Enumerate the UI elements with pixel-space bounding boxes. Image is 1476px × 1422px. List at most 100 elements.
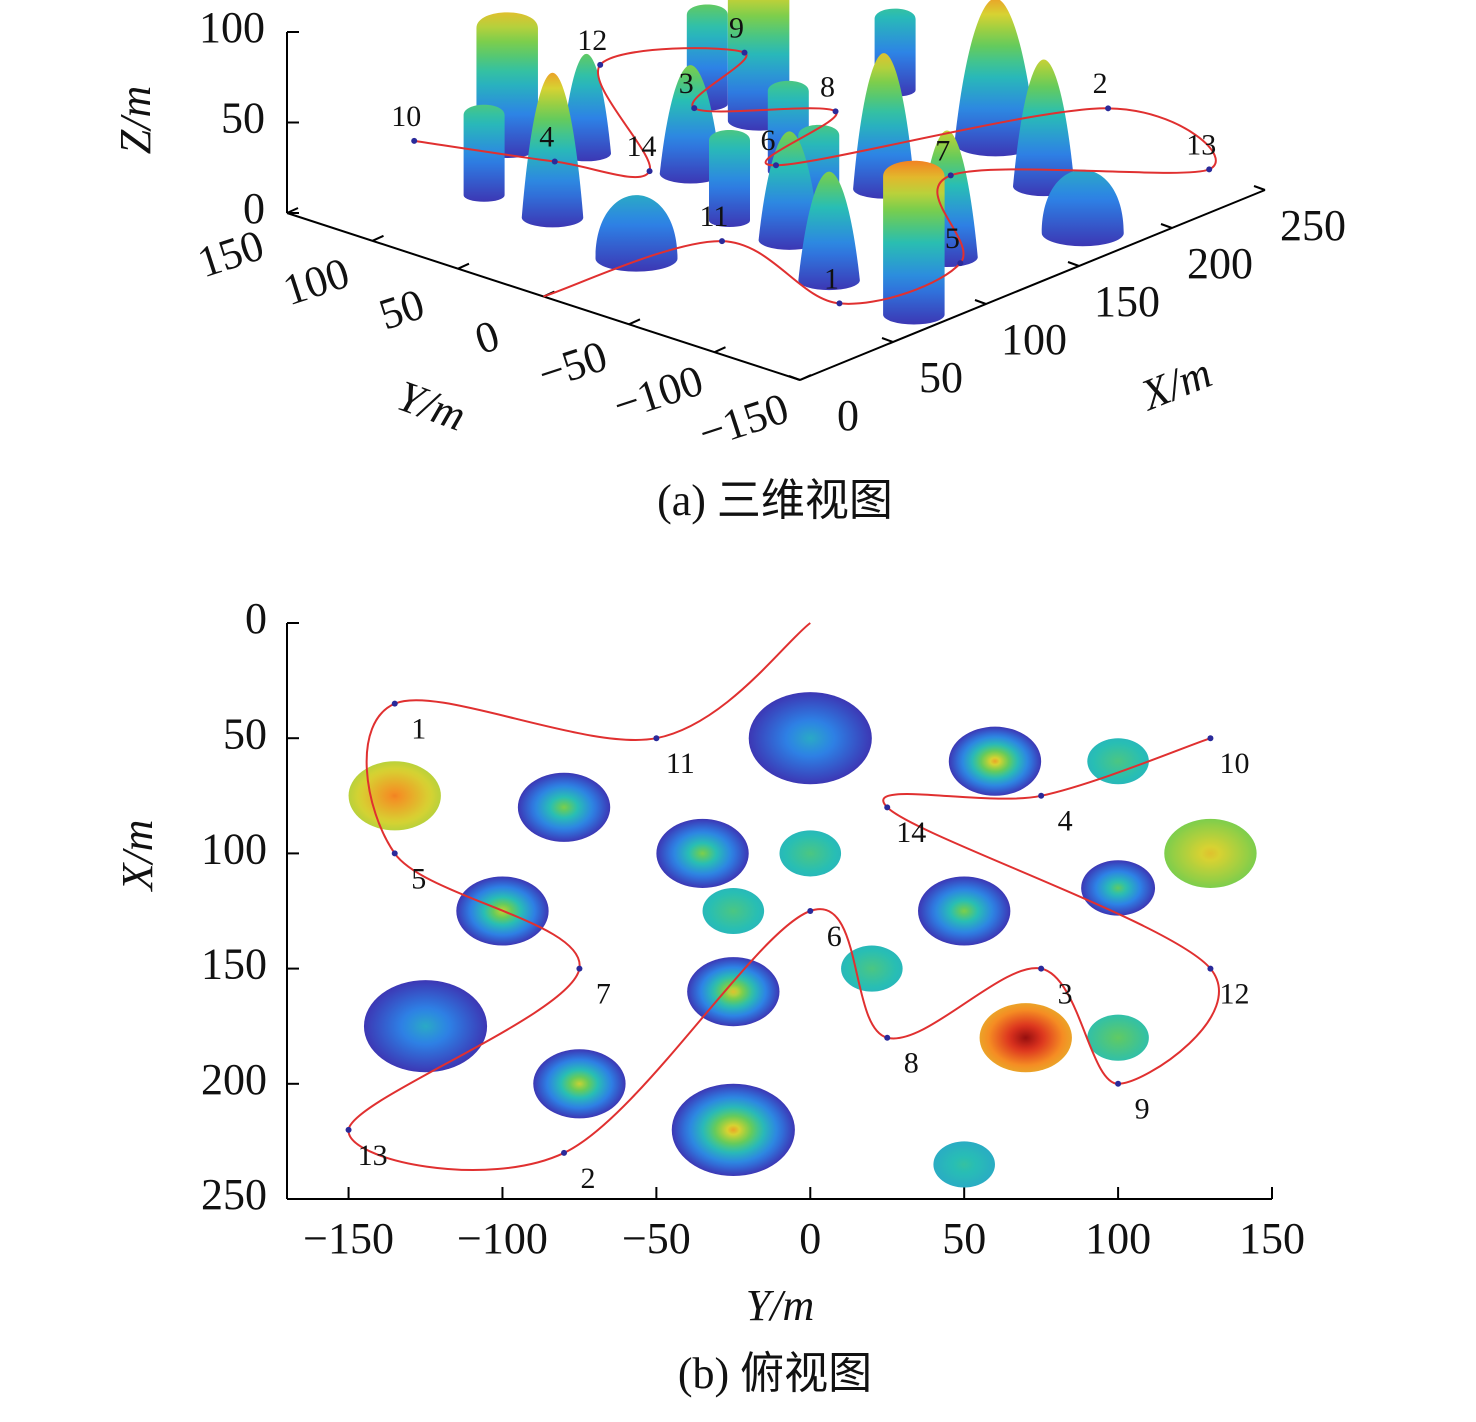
waypoint bbox=[947, 172, 954, 179]
waypoint bbox=[411, 137, 418, 144]
x-tick-label: 50 bbox=[942, 1214, 986, 1263]
waypoint bbox=[597, 61, 604, 68]
obstacle bbox=[933, 1141, 995, 1188]
x-tick-label: 100 bbox=[1001, 315, 1067, 364]
z-tick-label: 100 bbox=[199, 3, 265, 52]
x-tick-label: 200 bbox=[1187, 239, 1253, 288]
waypoint bbox=[773, 162, 779, 169]
waypoint-label: 5 bbox=[411, 862, 426, 895]
y-tick-label: 0 bbox=[245, 594, 267, 643]
waypoint bbox=[551, 158, 558, 165]
waypoint-label: 4 bbox=[539, 120, 554, 153]
obstacle bbox=[1164, 818, 1257, 888]
axis-line bbox=[799, 189, 1266, 381]
z-tick-label: 0 bbox=[243, 184, 265, 233]
waypoint-label: 3 bbox=[679, 67, 694, 100]
obstacle bbox=[595, 195, 678, 272]
waypoint-label: 1 bbox=[411, 713, 426, 746]
obstacle bbox=[979, 1003, 1072, 1073]
waypoint-label: 2 bbox=[1093, 67, 1108, 100]
y-tick-label: 100 bbox=[277, 248, 355, 315]
waypoint-label: 12 bbox=[577, 24, 607, 57]
tick-mark bbox=[457, 262, 470, 270]
waypoint bbox=[1105, 105, 1112, 112]
y-axis-label: X/m bbox=[113, 820, 162, 893]
x-tick-label: 150 bbox=[1239, 1214, 1305, 1263]
tick-mark bbox=[1160, 223, 1173, 229]
waypoint bbox=[957, 260, 964, 267]
y-tick-label: 150 bbox=[201, 940, 267, 989]
x-tick-label: 100 bbox=[1085, 1214, 1151, 1263]
waypoint bbox=[653, 735, 660, 742]
obstacle bbox=[798, 171, 860, 291]
obstacle bbox=[533, 1049, 626, 1119]
y-tick-label: 0 bbox=[469, 311, 505, 364]
waypoint-label: 9 bbox=[1135, 1093, 1150, 1126]
tick-mark bbox=[286, 207, 299, 214]
x-tick-label: −100 bbox=[457, 1214, 548, 1263]
waypoint-label: 8 bbox=[820, 70, 835, 103]
obstacle bbox=[363, 980, 488, 1073]
obstacle bbox=[702, 887, 765, 935]
x-tick-label: 0 bbox=[837, 391, 859, 440]
obstacle bbox=[1081, 860, 1156, 916]
x-axis-label: Y/m bbox=[746, 1281, 814, 1330]
x-tick-label: −150 bbox=[303, 1214, 394, 1263]
waypoint bbox=[832, 108, 839, 115]
x-axis-label: X/m bbox=[1132, 348, 1218, 421]
obstacle bbox=[671, 1083, 795, 1176]
waypoint-label: 12 bbox=[1219, 977, 1249, 1010]
waypoint bbox=[1206, 166, 1213, 173]
waypoint-label: 6 bbox=[761, 124, 776, 157]
tick-mark bbox=[628, 318, 641, 326]
waypoint-label: 9 bbox=[729, 12, 744, 45]
waypoint-label: 8 bbox=[904, 1047, 919, 1080]
obstacle bbox=[659, 65, 722, 184]
x-tick-label: −50 bbox=[622, 1214, 691, 1263]
obstacle bbox=[954, 0, 1037, 157]
waypoint-label: 11 bbox=[666, 747, 695, 780]
caption: (b) 俯视图 bbox=[678, 1349, 872, 1398]
route bbox=[347, 622, 1220, 1171]
obstacle bbox=[948, 726, 1042, 796]
obstacle bbox=[1041, 169, 1124, 247]
tick-mark bbox=[799, 374, 812, 381]
route bbox=[414, 47, 1217, 305]
waypoint bbox=[1207, 965, 1214, 972]
waypoint-label: 5 bbox=[945, 222, 960, 255]
x-tick-label: 50 bbox=[919, 353, 963, 402]
obstacle bbox=[853, 53, 915, 199]
obstacle bbox=[748, 692, 872, 785]
waypoint-label: 14 bbox=[896, 816, 926, 849]
obstacle bbox=[1087, 1014, 1149, 1061]
obstacle bbox=[883, 160, 945, 325]
obstacle bbox=[1087, 738, 1149, 785]
obstacle bbox=[521, 72, 584, 228]
waypoint-label: 13 bbox=[1186, 128, 1216, 161]
y-tick-label: 50 bbox=[223, 709, 267, 758]
tick-mark bbox=[1067, 261, 1080, 267]
z-axis-label: Z/m bbox=[111, 86, 160, 154]
y-axis-label: Y/m bbox=[391, 371, 472, 440]
waypoint bbox=[345, 1126, 352, 1133]
tick-mark bbox=[881, 337, 894, 343]
y-tick-label: 200 bbox=[201, 1055, 267, 1104]
y-tick-label: 250 bbox=[201, 1170, 267, 1219]
tick-mark bbox=[372, 234, 384, 242]
x-tick-label: 0 bbox=[799, 1214, 821, 1263]
waypoint bbox=[391, 850, 398, 857]
waypoint bbox=[561, 1149, 568, 1156]
waypoint bbox=[741, 49, 748, 56]
x-tick-label: 250 bbox=[1280, 201, 1346, 250]
obstacle bbox=[709, 130, 750, 228]
obstacle bbox=[1013, 59, 1075, 197]
obstacle bbox=[918, 876, 1011, 946]
waypoint bbox=[719, 238, 725, 245]
y-tick-label: 50 bbox=[373, 279, 430, 339]
obstacle bbox=[517, 772, 611, 842]
waypoint-label: 7 bbox=[596, 977, 611, 1010]
waypoint bbox=[1115, 1080, 1122, 1087]
waypoint bbox=[1038, 792, 1045, 799]
obstacle bbox=[348, 761, 441, 831]
waypoint-label: 4 bbox=[1058, 805, 1073, 838]
